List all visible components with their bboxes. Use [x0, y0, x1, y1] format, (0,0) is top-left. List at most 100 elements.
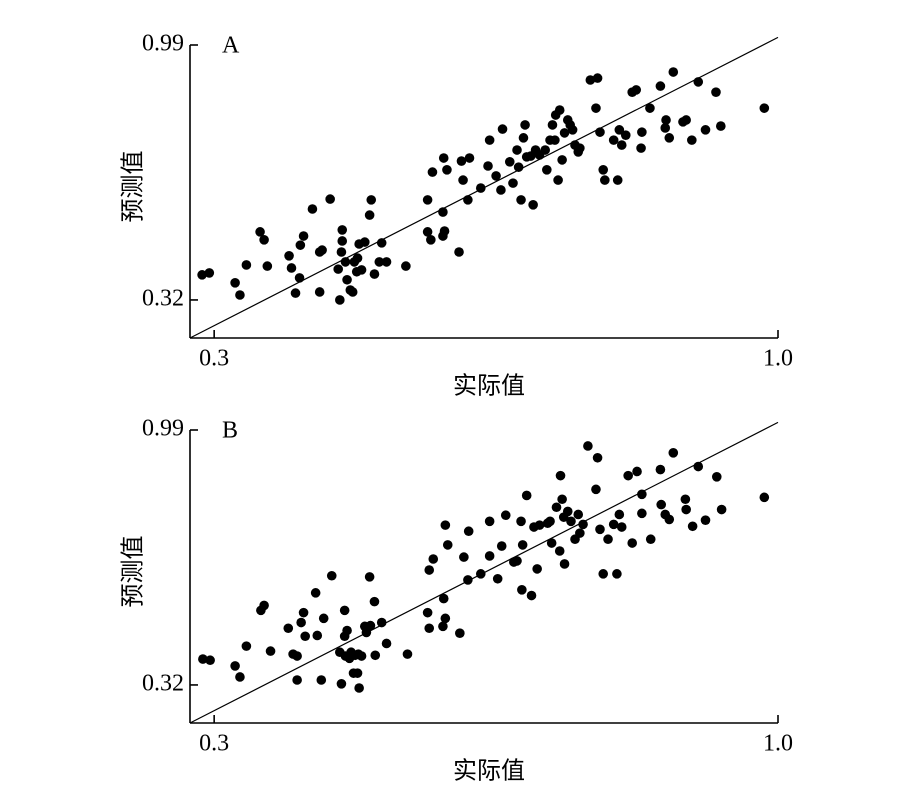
point — [637, 489, 647, 500]
point — [687, 521, 698, 532]
point — [255, 227, 265, 237]
point — [532, 564, 542, 574]
x-tick-label: 1.0 — [763, 346, 793, 372]
point — [655, 464, 666, 475]
point — [312, 630, 323, 641]
point — [369, 269, 380, 279]
point — [259, 600, 269, 611]
point — [546, 538, 557, 548]
point — [608, 135, 619, 145]
point — [508, 178, 518, 188]
point — [497, 124, 508, 134]
point — [512, 556, 522, 566]
point — [603, 534, 613, 545]
point — [283, 623, 294, 634]
point — [759, 492, 770, 503]
point — [424, 623, 435, 634]
point — [295, 240, 306, 250]
point — [557, 155, 567, 165]
point — [290, 288, 301, 298]
point — [492, 573, 503, 584]
point — [364, 210, 375, 220]
y-axis-label: 预测值 — [120, 536, 147, 608]
point — [241, 260, 252, 270]
point — [562, 506, 573, 517]
point — [427, 167, 438, 177]
point — [359, 237, 370, 247]
point — [716, 504, 727, 515]
point — [259, 235, 269, 245]
point — [573, 509, 584, 520]
point — [428, 554, 439, 564]
point — [655, 81, 666, 91]
point — [241, 641, 252, 651]
point — [500, 510, 511, 521]
point — [197, 270, 207, 280]
x-axis-label: 实际值 — [453, 758, 525, 785]
point — [336, 679, 347, 689]
point — [316, 675, 327, 685]
point — [623, 470, 633, 481]
point — [340, 257, 351, 267]
point — [307, 204, 318, 214]
point — [716, 121, 726, 131]
point — [325, 194, 335, 204]
point — [520, 120, 530, 130]
panel-label: B — [222, 418, 238, 444]
point — [534, 520, 545, 530]
point — [632, 466, 642, 477]
point — [310, 588, 321, 598]
point — [608, 519, 619, 530]
point — [557, 494, 567, 505]
point — [551, 502, 562, 513]
point — [464, 153, 475, 163]
point — [298, 607, 309, 618]
x-tick-label: 0.3 — [199, 346, 229, 372]
point — [204, 268, 215, 278]
point — [424, 565, 435, 575]
point — [438, 621, 448, 632]
point — [326, 570, 337, 581]
point — [337, 236, 348, 246]
point — [235, 290, 245, 300]
point — [463, 526, 474, 537]
point — [491, 171, 501, 181]
point — [292, 675, 302, 685]
point — [438, 593, 449, 604]
point — [661, 115, 671, 125]
point — [369, 596, 380, 607]
point — [559, 559, 570, 569]
point — [513, 162, 524, 172]
point — [583, 441, 593, 451]
point — [680, 494, 691, 505]
y-axis-label: 预测值 — [120, 151, 147, 223]
point — [631, 85, 642, 95]
point — [600, 175, 610, 185]
point — [566, 516, 576, 527]
point — [616, 140, 627, 150]
point — [475, 183, 486, 193]
x-tick-label: 1.0 — [763, 731, 793, 757]
point — [759, 103, 770, 113]
point — [339, 605, 350, 616]
point — [516, 195, 526, 205]
point — [381, 257, 392, 267]
point — [668, 448, 679, 458]
point — [442, 165, 452, 175]
point — [521, 490, 532, 501]
point — [370, 650, 381, 661]
point — [198, 654, 208, 664]
point — [693, 77, 704, 87]
point — [555, 470, 566, 481]
point — [366, 195, 377, 205]
point — [294, 273, 305, 283]
y-tick-label: 0.32 — [142, 285, 184, 311]
point — [598, 165, 609, 175]
point — [300, 631, 310, 642]
point — [235, 672, 245, 682]
point — [337, 225, 348, 235]
point — [314, 287, 325, 297]
point — [459, 552, 469, 562]
point — [298, 231, 309, 241]
point — [700, 125, 711, 135]
